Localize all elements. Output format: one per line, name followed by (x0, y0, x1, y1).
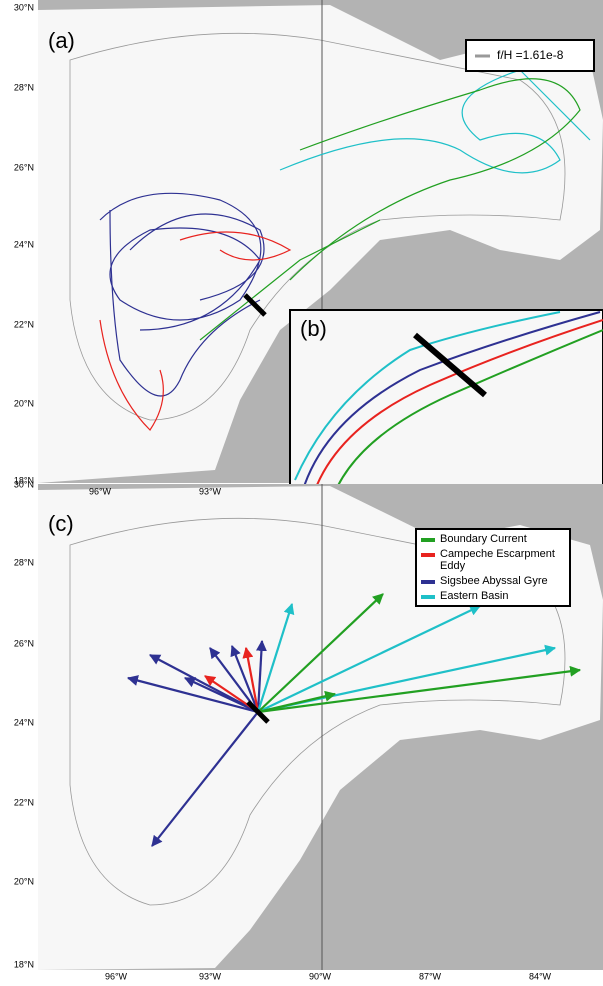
inset-label: (b) (300, 316, 327, 341)
lat-label: 30°N (14, 2, 34, 12)
legend-swatch (421, 553, 435, 557)
lon-label: 84°W (529, 971, 552, 981)
legend-text: Boundary Current (440, 533, 527, 545)
legend-text: Eastern Basin (440, 590, 508, 602)
lon-label: 87°W (419, 971, 442, 981)
lat-label: 24°N (14, 717, 34, 727)
lon-label: 93°W (199, 486, 222, 496)
figure: (a) (b) f/H =1.61e-8 (c) 30°N 28°N 26°N 24°… (0, 0, 603, 986)
lat-label: 28°N (14, 82, 34, 92)
lat-label: 20°N (14, 876, 34, 886)
legend-item: Sigsbee Abyssal Gyre (421, 575, 565, 587)
lon-label: 96°W (105, 971, 128, 981)
lon-label: 96°W (89, 486, 112, 496)
lat-label: 22°N (14, 797, 34, 807)
legend-text: Campeche Escarpment Eddy (440, 548, 565, 572)
legend-text: Sigsbee Abyssal Gyre (440, 575, 548, 587)
inset (290, 310, 603, 510)
lat-label: 28°N (14, 557, 34, 567)
legend: Boundary Current Campeche Escarpment Eddy… (415, 528, 571, 607)
legend-item: Campeche Escarpment Eddy (421, 548, 565, 572)
lat-label: 26°N (14, 638, 34, 648)
lat-label: 24°N (14, 239, 34, 249)
legend-item: Eastern Basin (421, 590, 565, 602)
legend-swatch (421, 538, 435, 542)
lat-label: 26°N (14, 162, 34, 172)
lat-label: 18°N (14, 959, 34, 969)
panel-label: (a) (48, 28, 75, 53)
legend-text: f/H =1.61e-8 (497, 48, 564, 62)
legend-swatch (421, 595, 435, 599)
legend-swatch (421, 580, 435, 584)
lat-label: 20°N (14, 398, 34, 408)
lon-label: 90°W (309, 971, 332, 981)
map-figure: (a) (b) f/H =1.61e-8 (c) 30°N 28°N 26°N 24°… (0, 0, 603, 986)
panel-label: (c) (48, 511, 74, 536)
lat-label: 30°N (14, 479, 34, 489)
legend-item: Boundary Current (421, 533, 565, 545)
lon-label: 93°W (199, 971, 222, 981)
lat-label: 22°N (14, 319, 34, 329)
